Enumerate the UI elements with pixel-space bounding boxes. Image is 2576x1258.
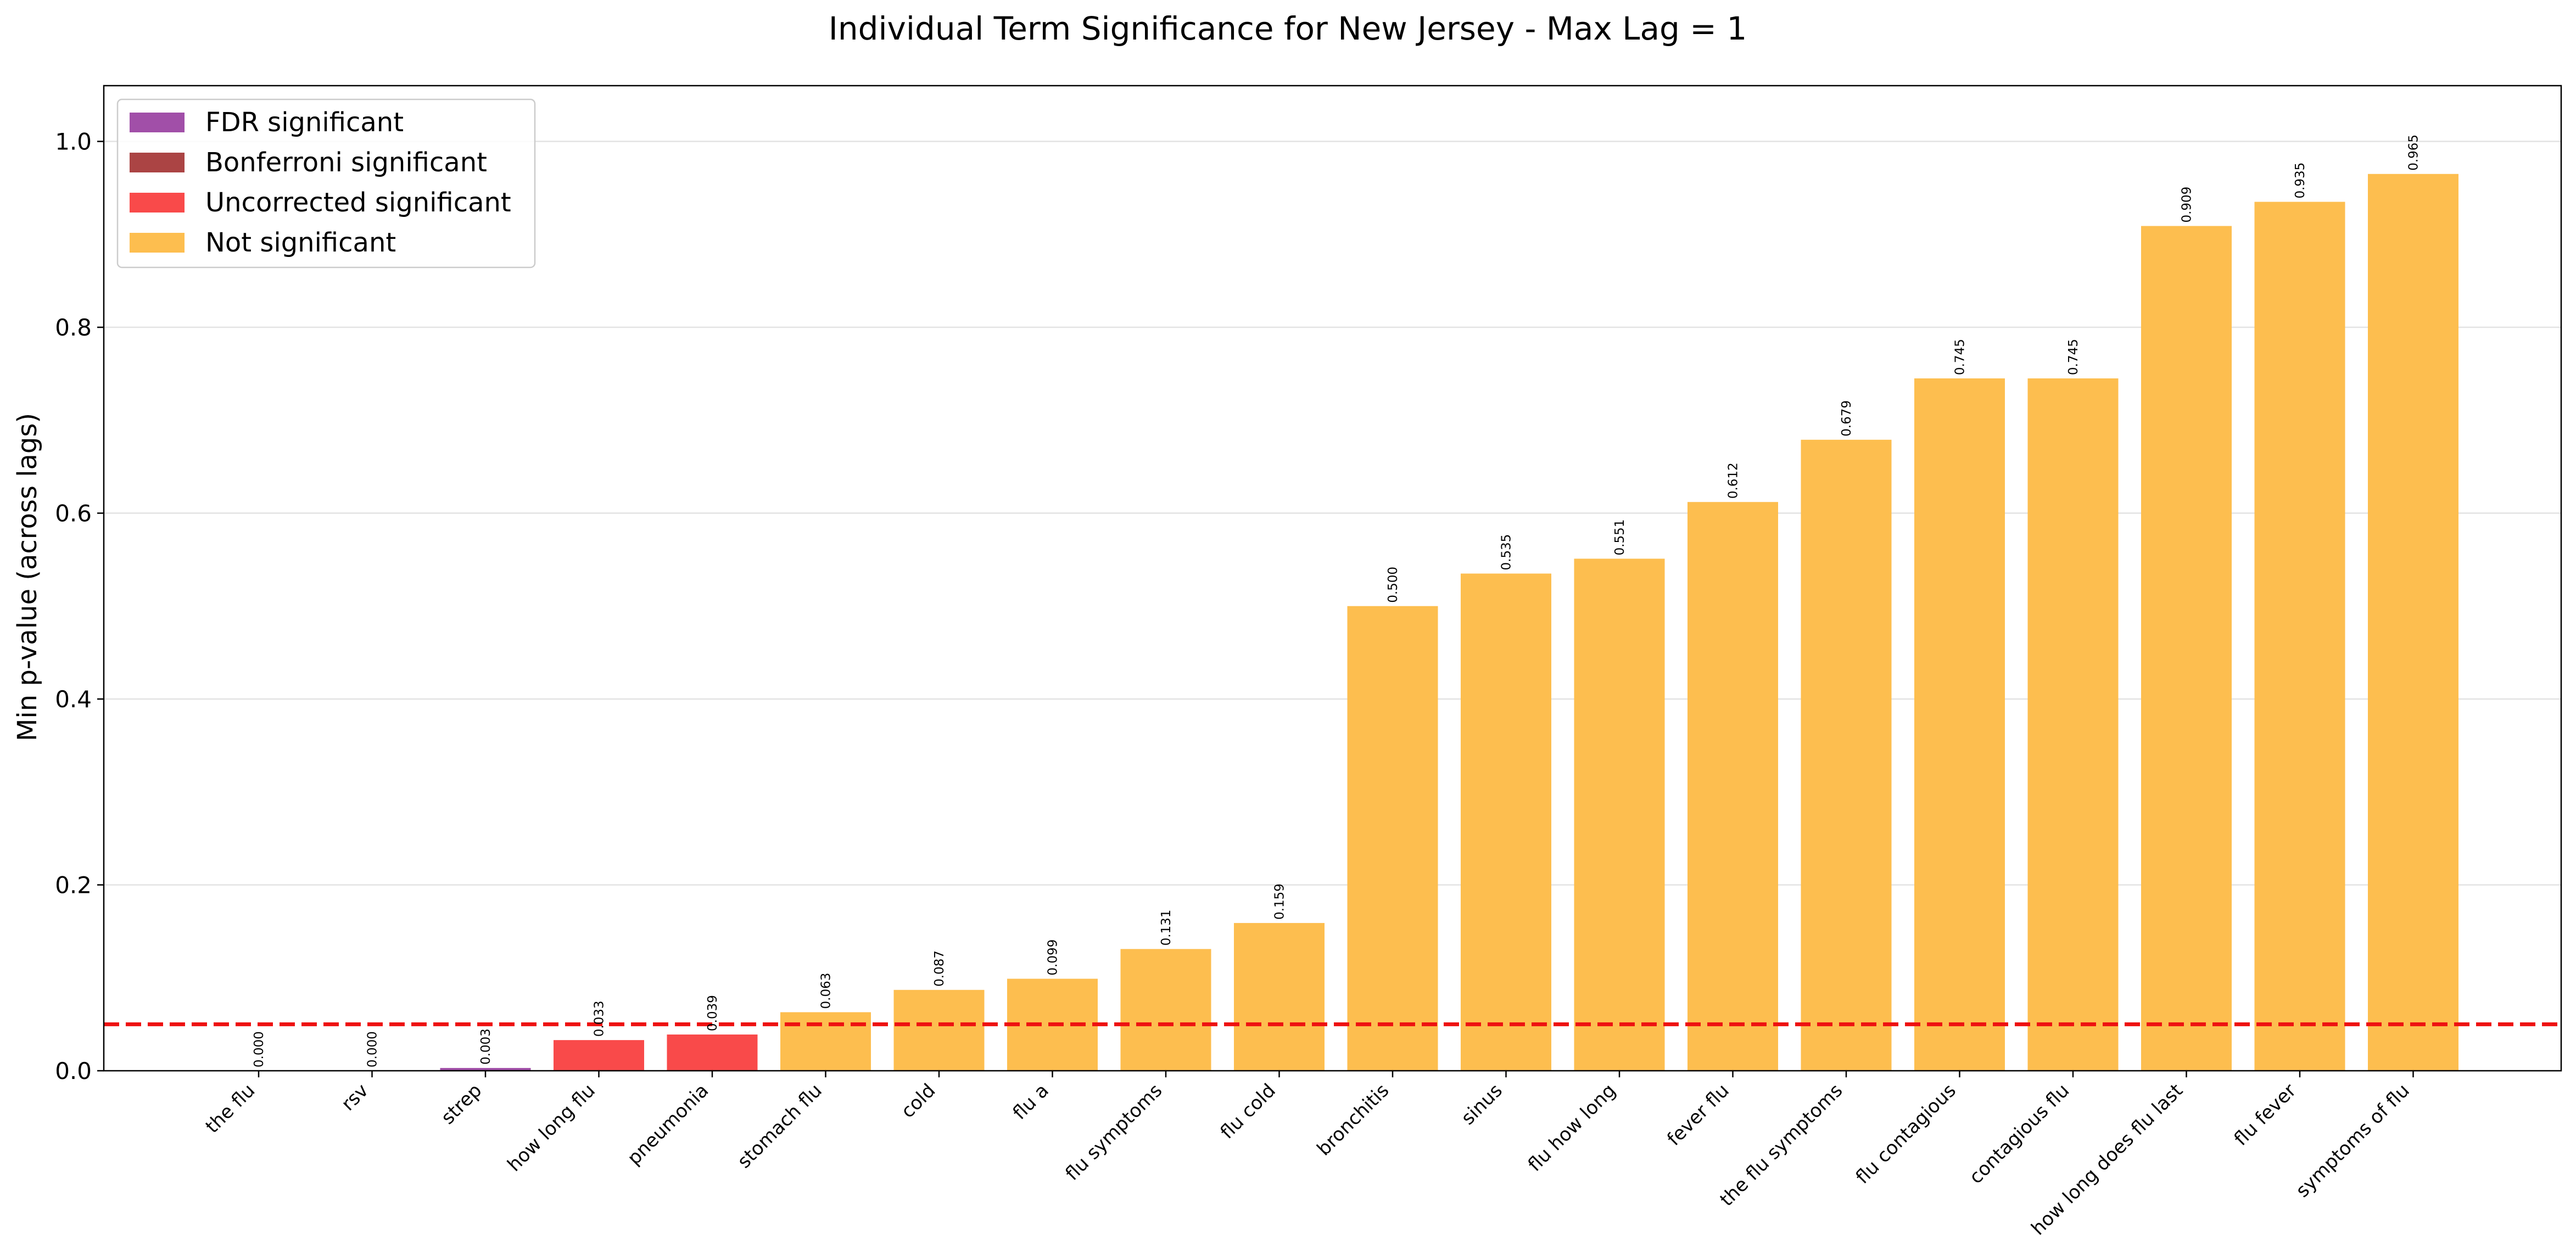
bar-bronchitis (1347, 606, 1438, 1071)
value-label: 0.063 (819, 973, 834, 1009)
x-tick-label: flu symptoms (1061, 1080, 1167, 1185)
axes (103, 85, 2562, 1072)
value-label: 0.909 (2180, 187, 2194, 223)
bar-flu-fever (2254, 202, 2345, 1071)
value-label: 0.003 (479, 1028, 493, 1065)
x-tick-label: rsv (337, 1080, 373, 1115)
x-tick-label: pneumonia (623, 1080, 713, 1170)
legend-label: FDR significant (205, 107, 404, 138)
y-tick-label: 0.8 (55, 314, 92, 341)
x-tick-label: the flu (202, 1080, 260, 1138)
value-label: 0.935 (2293, 163, 2307, 199)
x-tick-label: flu a (1009, 1080, 1053, 1124)
bar-how-long-flu (554, 1040, 644, 1071)
legend-swatch (130, 233, 185, 253)
bar-the-flu-symptoms (1801, 439, 1892, 1071)
x-tick-label: symptoms of flu (2292, 1080, 2414, 1202)
y-tick-label: 0.6 (55, 500, 92, 527)
bar-stomach-flu (780, 1012, 871, 1071)
y-axis-label: Min p-value (across lags) (12, 413, 43, 741)
legend: FDR significant Bonferroni significant Unc… (116, 98, 536, 269)
x-tick-label: bronchitis (1313, 1080, 1394, 1160)
bar-fever-flu (1687, 502, 1778, 1071)
x-tick-label: flu contagious (1852, 1080, 1960, 1188)
y-tick-label: 0.4 (55, 686, 92, 713)
y-tick-label: 0.2 (55, 872, 92, 899)
x-tick-label: flu fever (2230, 1080, 2300, 1150)
x-tick-label: flu cold (1216, 1080, 1280, 1143)
bars (440, 174, 2458, 1071)
value-labels: 0.000 0.000 0.003 0.033 0.039 0.063 0.087 0.099… (252, 135, 2421, 1067)
bar-sinus (1461, 573, 1551, 1071)
value-label: 0.965 (2407, 135, 2421, 171)
x-tick-label: cold (897, 1080, 940, 1122)
bar-symptoms-of-flu (2368, 174, 2458, 1071)
value-label: 0.039 (706, 995, 720, 1031)
bar-flu-cold (1234, 922, 1325, 1071)
x-tick-label: the flu symptoms (1716, 1080, 1847, 1211)
value-label: 0.159 (1273, 884, 1287, 920)
value-label: 0.612 (1726, 462, 1741, 499)
x-tick-label: how long flu (503, 1080, 599, 1176)
bar-cold (893, 989, 985, 1071)
x-tick-label: contagious flu (1965, 1080, 2074, 1188)
legend-box (116, 98, 536, 269)
value-label: 0.000 (252, 1031, 266, 1067)
x-tick-label: strep (437, 1080, 487, 1129)
y-tick-label: 0.0 (55, 1058, 92, 1084)
legend-swatch (130, 113, 185, 132)
y-tick-label: 1.0 (55, 128, 92, 155)
x-tick-label: sinus (1457, 1080, 1506, 1129)
bar-how-long-does-flu-last (2141, 226, 2232, 1071)
value-label: 0.535 (1500, 534, 1514, 571)
value-label: 0.099 (1046, 940, 1060, 976)
x-tick-label: stomach flu (733, 1080, 826, 1173)
y-axis-ticks: 0.0 0.2 0.4 0.6 0.8 1.0 (55, 128, 104, 1084)
bar-flu-how-long (1574, 558, 1665, 1071)
x-tick-label: flu how long (1524, 1080, 1620, 1176)
legend-label: Not significant (205, 227, 396, 258)
plot-frame (103, 85, 2562, 1072)
value-label: 0.679 (1840, 400, 1854, 437)
value-label: 0.000 (366, 1031, 380, 1067)
value-label: 0.131 (1159, 909, 1174, 946)
x-axis-ticks: the flu rsv strep how long flu pneumonia stom… (202, 1071, 2414, 1239)
bar-contagious-flu (2027, 378, 2119, 1071)
chart-title: Individual Term Significance for New Jer… (829, 10, 1747, 47)
bar-strep (440, 1067, 531, 1071)
legend-swatch (130, 193, 185, 213)
value-label: 0.087 (932, 951, 947, 987)
legend-label: Uncorrected significant (205, 187, 511, 218)
bar-flu-contagious (1914, 378, 2005, 1071)
bar-pneumonia (667, 1034, 758, 1071)
legend-swatch (130, 153, 185, 172)
value-label: 0.745 (2066, 339, 2081, 375)
value-label: 0.033 (593, 1000, 607, 1037)
legend-label: Bonferroni significant (205, 147, 487, 178)
value-label: 0.745 (1953, 339, 1968, 375)
value-label: 0.551 (1613, 519, 1627, 556)
x-tick-label: fever flu (1663, 1080, 1733, 1150)
bar-flu-symptoms (1120, 949, 1211, 1071)
value-label: 0.500 (1386, 567, 1400, 603)
